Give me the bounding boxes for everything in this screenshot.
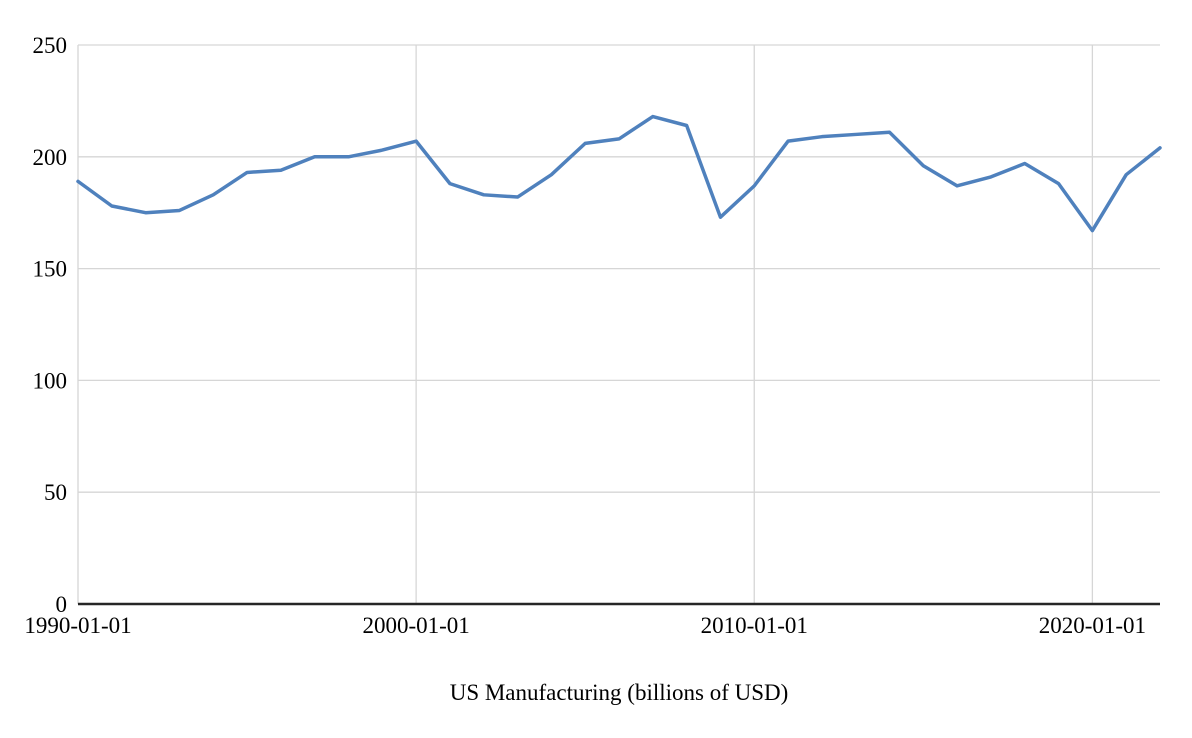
tick-label-layer: 0 50 100 150 200 250 1990-01-01 2000-01-01 2010-… — [24, 33, 1146, 638]
series-layer — [76, 114, 1162, 233]
y-tick-label: 150 — [33, 257, 68, 282]
data-line-us-manufacturing — [76, 114, 1162, 233]
grid-layer — [77, 44, 1160, 604]
y-tick-label: 200 — [33, 145, 68, 170]
y-tick-label: 250 — [33, 33, 68, 58]
x-tick-label: 2010-01-01 — [701, 613, 808, 638]
x-tick-label: 2000-01-01 — [362, 613, 469, 638]
y-tick-label: 50 — [44, 480, 67, 505]
y-tick-label: 100 — [33, 368, 68, 393]
x-tick-label: 2020-01-01 — [1039, 613, 1146, 638]
chart-title: US Manufacturing (billions of USD) — [450, 680, 789, 705]
y-tick-label: 0 — [56, 592, 68, 617]
x-tick-label: 1990-01-01 — [24, 613, 131, 638]
